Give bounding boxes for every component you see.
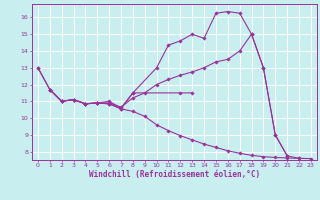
X-axis label: Windchill (Refroidissement éolien,°C): Windchill (Refroidissement éolien,°C) [89,170,260,179]
